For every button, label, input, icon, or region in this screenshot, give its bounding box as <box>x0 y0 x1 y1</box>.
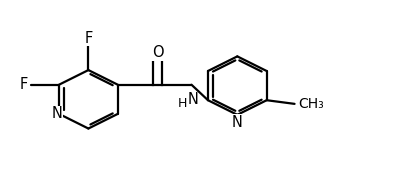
Text: O: O <box>152 45 164 60</box>
Text: N: N <box>187 92 198 107</box>
Text: F: F <box>20 77 28 92</box>
Text: CH₃: CH₃ <box>298 97 324 111</box>
Text: F: F <box>84 31 92 46</box>
Text: N: N <box>52 106 62 121</box>
Text: H: H <box>178 98 187 110</box>
Text: N: N <box>232 115 243 130</box>
